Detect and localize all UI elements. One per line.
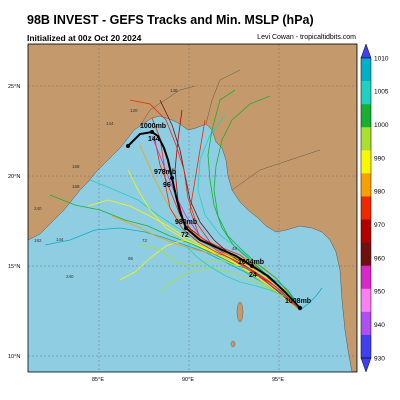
mean-track-points (126, 130, 303, 311)
land-mainland (28, 44, 357, 372)
colorbar-segment (361, 196, 371, 220)
svg-text:978mb: 978mb (154, 169, 176, 176)
colorbar-bottom-arrow (360, 357, 372, 373)
colorbar-tick-label: 990 (374, 155, 385, 162)
svg-text:96: 96 (128, 256, 134, 261)
colorbar-tick-label: 980 (374, 189, 385, 196)
svg-text:96: 96 (163, 182, 171, 189)
colorbar-tick-label: 970 (374, 222, 385, 229)
colorbar-segment (361, 242, 371, 266)
svg-text:1008mb: 1008mb (285, 298, 311, 305)
colorbar-segment (361, 311, 371, 336)
colorbar-segment (361, 58, 371, 82)
border-line (231, 149, 321, 191)
page-title: 98B INVEST - GEFS Tracks and Min. MSLP (… (27, 13, 314, 27)
ensemble-tracks (44, 89, 323, 311)
svg-text:168: 168 (72, 164, 80, 169)
border-line (205, 69, 241, 125)
colorbar-tick-label: 1010 (374, 55, 389, 62)
border-line (139, 85, 196, 127)
svg-text:1004mb: 1004mb (238, 259, 264, 266)
colorbar-segment (361, 127, 371, 151)
colorbar-frame (360, 57, 372, 359)
svg-text:168: 168 (72, 184, 80, 189)
svg-text:1000mb: 1000mb (140, 123, 166, 130)
svg-text:240: 240 (34, 206, 42, 211)
colorbar-segment (361, 81, 371, 105)
svg-text:144: 144 (148, 136, 160, 143)
credit-text: Levi Cowan - tropicaltidbits.com (257, 34, 356, 41)
ensemble-mean-track (127, 130, 301, 309)
svg-text:72: 72 (181, 232, 189, 239)
colorbar-tick-label: 940 (374, 322, 385, 329)
svg-text:15°N: 15°N (8, 264, 20, 270)
colorbar-segment (361, 219, 371, 243)
svg-text:980mb: 980mb (175, 219, 197, 226)
andaman-island (236, 301, 244, 323)
svg-text:192: 192 (34, 238, 42, 243)
nicobar-island (230, 340, 236, 348)
mean-track-labels: 1000mb 144 978mb 96 980mb 72 1004mb 24 1… (140, 123, 311, 305)
gridlines (28, 44, 357, 372)
svg-text:90°E: 90°E (182, 377, 194, 383)
colorbar-tick-label: 1005 (374, 89, 389, 96)
svg-text:24: 24 (249, 272, 257, 279)
svg-text:144: 144 (56, 237, 64, 242)
svg-text:240: 240 (66, 274, 74, 279)
svg-text:72: 72 (142, 238, 148, 243)
svg-text:120: 120 (130, 108, 138, 113)
colorbar-top-arrow (360, 43, 372, 59)
colorbar-tick-label: 930 (374, 355, 385, 362)
svg-text:144: 144 (106, 121, 114, 126)
map-frame (27, 43, 358, 373)
member-hour-labels: 120 138 144 168 240 192 144 240 168 96 7… (34, 88, 238, 279)
svg-text:25°N: 25°N (8, 84, 20, 90)
longitude-labels: 85°E 90°E 95°E (92, 377, 284, 383)
svg-text:85°E: 85°E (92, 377, 104, 383)
colorbar-tick-label: 960 (374, 255, 385, 262)
svg-text:138: 138 (170, 88, 178, 93)
colorbar-segment (361, 334, 371, 359)
colorbar-segment (361, 150, 371, 174)
pressure-colorbar: 1010 1005 1000 990 980 970 960 950 940 930 (360, 43, 389, 373)
svg-text:10°N: 10°N (8, 354, 20, 360)
init-time: Initialized at 00z Oct 20 2024 (27, 33, 142, 43)
colorbar-tick-label: 950 (374, 289, 385, 296)
colorbar-tick-label: 1000 (374, 122, 389, 129)
colorbar-segment (361, 173, 371, 197)
svg-text:95°E: 95°E (272, 377, 284, 383)
latitude-labels: 25°N 20°N 15°N 10°N (8, 84, 20, 360)
colorbar-segment (361, 265, 371, 290)
svg-text:20°N: 20°N (8, 174, 20, 180)
colorbar-segment (361, 288, 371, 313)
colorbar-segment (361, 104, 371, 128)
svg-text:48: 48 (232, 246, 238, 251)
